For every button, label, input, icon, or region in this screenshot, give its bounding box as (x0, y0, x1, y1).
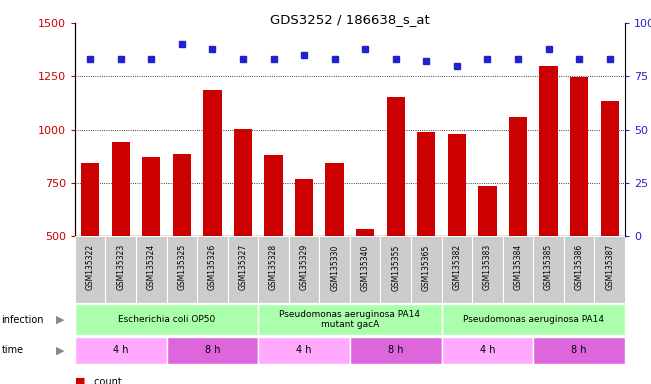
Bar (289, 236, 320, 303)
Bar (478, 186, 497, 343)
Text: 8 h: 8 h (204, 345, 220, 356)
Bar (503, 236, 533, 303)
Bar (533, 236, 564, 303)
Text: GSM135329: GSM135329 (299, 244, 309, 290)
Text: GSM135328: GSM135328 (269, 244, 278, 290)
Bar (380, 236, 411, 303)
Text: Pseudomonas aeruginosa PA14: Pseudomonas aeruginosa PA14 (463, 315, 603, 324)
Bar (441, 304, 625, 335)
Bar (136, 236, 167, 303)
Bar (350, 236, 380, 303)
Bar (441, 336, 533, 364)
Text: count: count (91, 377, 122, 384)
Bar (228, 236, 258, 303)
Bar (564, 236, 594, 303)
Text: GSM135324: GSM135324 (146, 244, 156, 290)
Text: 8 h: 8 h (388, 345, 404, 356)
Bar (258, 336, 350, 364)
Bar (142, 157, 160, 343)
Text: ▶: ▶ (55, 345, 64, 356)
Text: Escherichia coli OP50: Escherichia coli OP50 (118, 315, 215, 324)
Bar (167, 236, 197, 303)
Text: GSM135384: GSM135384 (514, 244, 523, 290)
Text: ▶: ▶ (55, 314, 64, 325)
Bar (111, 142, 130, 343)
Text: GSM135382: GSM135382 (452, 244, 462, 290)
Bar (167, 336, 258, 364)
Bar (203, 90, 221, 343)
Text: GSM135326: GSM135326 (208, 244, 217, 290)
Bar (387, 96, 405, 343)
Bar (105, 236, 136, 303)
Bar (173, 154, 191, 343)
Bar (264, 155, 283, 343)
Text: GSM135323: GSM135323 (117, 244, 125, 290)
Bar (295, 179, 313, 343)
Bar (326, 163, 344, 343)
Bar (81, 163, 100, 343)
Bar (417, 132, 436, 343)
Bar (350, 336, 441, 364)
Text: GSM135340: GSM135340 (361, 244, 370, 291)
Bar (320, 236, 350, 303)
Text: GSM135385: GSM135385 (544, 244, 553, 290)
Bar (258, 304, 441, 335)
Bar (75, 236, 105, 303)
Text: GSM135355: GSM135355 (391, 244, 400, 291)
Bar (441, 236, 472, 303)
Bar (75, 336, 167, 364)
Bar (448, 134, 466, 343)
Text: GSM135322: GSM135322 (86, 244, 94, 290)
Bar (472, 236, 503, 303)
Bar (75, 304, 258, 335)
Bar (509, 117, 527, 343)
Text: GSM135325: GSM135325 (177, 244, 186, 290)
Text: GSM135365: GSM135365 (422, 244, 431, 291)
Bar (234, 129, 252, 343)
Text: GSM135387: GSM135387 (605, 244, 614, 290)
Text: 4 h: 4 h (480, 345, 495, 356)
Text: time: time (1, 345, 23, 356)
Bar (197, 236, 228, 303)
Text: GSM135327: GSM135327 (238, 244, 247, 290)
Bar (533, 336, 625, 364)
Bar (411, 236, 441, 303)
Text: ■: ■ (75, 377, 85, 384)
Bar (600, 101, 619, 343)
Text: infection: infection (1, 314, 44, 325)
Bar (540, 66, 558, 343)
Bar (258, 236, 289, 303)
Bar (356, 229, 374, 343)
Text: GSM135330: GSM135330 (330, 244, 339, 291)
Text: GSM135383: GSM135383 (483, 244, 492, 290)
Text: Pseudomonas aeruginosa PA14
mutant gacA: Pseudomonas aeruginosa PA14 mutant gacA (279, 310, 421, 329)
Text: 4 h: 4 h (113, 345, 128, 356)
Bar (594, 236, 625, 303)
Text: 4 h: 4 h (296, 345, 312, 356)
Text: GSM135386: GSM135386 (575, 244, 583, 290)
Text: GDS3252 / 186638_s_at: GDS3252 / 186638_s_at (270, 13, 430, 26)
Text: 8 h: 8 h (572, 345, 587, 356)
Bar (570, 78, 589, 343)
